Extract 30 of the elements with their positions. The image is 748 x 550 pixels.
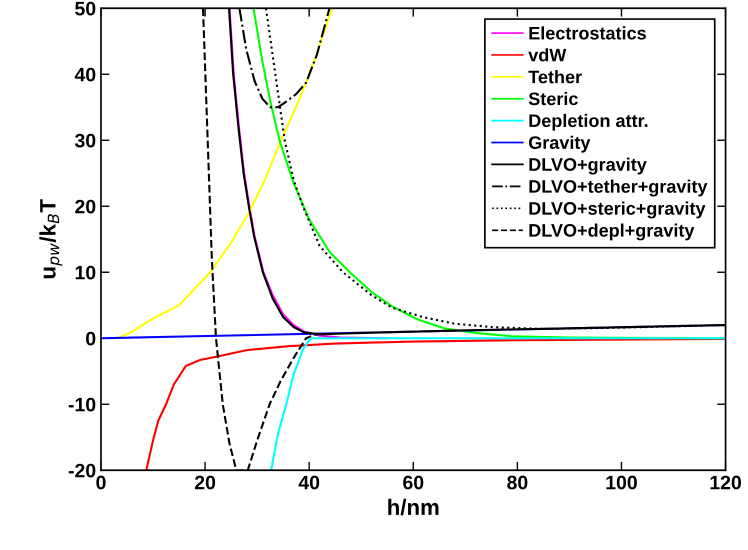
x-axis-title: h/nm [388, 498, 438, 516]
legend-label: DLVO+depl+gravity [529, 224, 694, 240]
x-tick-label: 20 [194, 476, 216, 490]
x-tick-label: 0 [96, 476, 106, 490]
legend-label: Gravity [528, 136, 590, 153]
legend-label: vdW [528, 48, 566, 62]
x-tick-label: 40 [298, 476, 320, 490]
line-series [145, 338, 726, 470]
x-tick-label: 80 [507, 476, 528, 490]
line-series [270, 337, 726, 470]
legend-label: Depletion attr. [529, 114, 648, 131]
x-tick-label: 60 [403, 476, 424, 490]
legend-label: DLVO+steric+gravity [529, 202, 706, 218]
x-tick-label: 120 [710, 476, 741, 490]
x-tick-label: 100 [606, 476, 637, 490]
legend-label: DLVO+gravity [529, 158, 647, 175]
legend-label: Electrostatics [529, 26, 646, 40]
y-tick-label: -10 [68, 398, 96, 412]
legend-label: DLVO+tether+gravity [529, 180, 708, 196]
line-series [116, 8, 334, 340]
y-tick-label: 30 [74, 134, 96, 148]
legend-label: Steric [528, 92, 578, 106]
y-tick-label: 50 [75, 2, 96, 16]
y-tick-label: -20 [68, 464, 96, 478]
y-tick-label: 0 [86, 332, 96, 346]
legend-label: Tether [528, 70, 582, 84]
y-axis-title: u$_{pw}$/k$_{B}$T [39, 199, 62, 278]
y-tick-label: 20 [75, 200, 96, 214]
y-tick-label: 40 [74, 68, 96, 82]
y-tick-label: 10 [76, 266, 96, 280]
